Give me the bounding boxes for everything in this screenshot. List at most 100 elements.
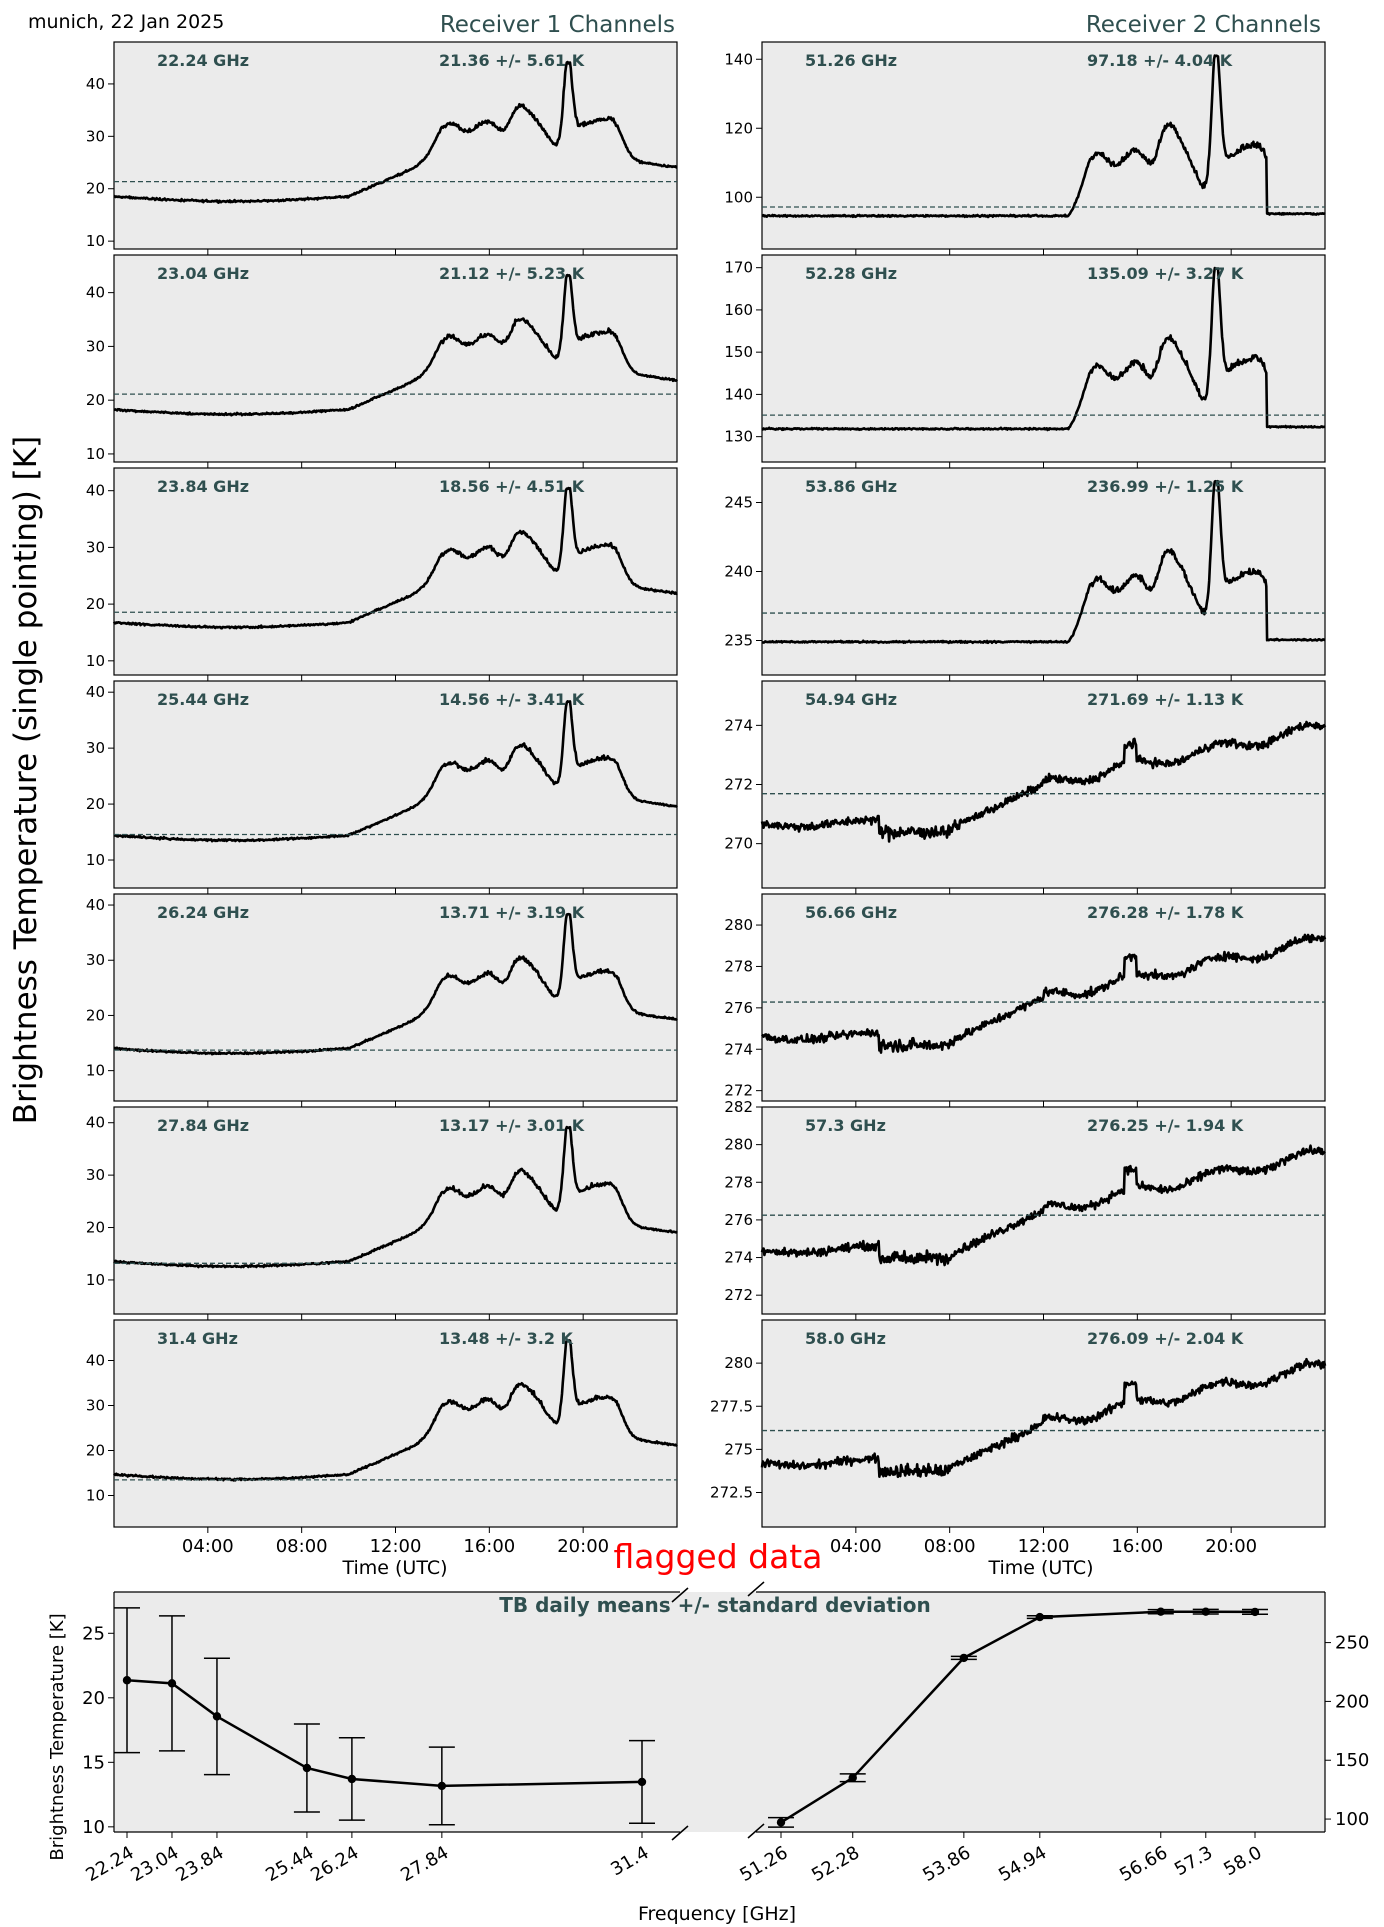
- channel-label: 53.86 GHz: [805, 477, 897, 496]
- ytick-label: 40: [86, 75, 105, 93]
- panel-1-4: 10 20 30 40 25.44 GHz 14.56 +/- 3.41 K: [86, 680, 678, 894]
- summary-xtick-label: 56.66: [1116, 1842, 1171, 1886]
- panel-frame: [113, 254, 678, 463]
- summary-point-right: [1035, 1612, 1045, 1622]
- ytick-label: 100: [724, 188, 753, 206]
- panel-frame: [113, 680, 678, 889]
- summary-xtick-label: 52.28: [808, 1842, 863, 1886]
- ytick-label: 20: [86, 391, 105, 409]
- ytick-label: 275: [724, 1440, 753, 1458]
- panel-2-7: 272.5 275 277.5 280 58.0 GHz 276.09 +/- 2.04 …: [710, 1319, 1327, 1557]
- panel-frame: [761, 680, 1326, 889]
- xtick-label: 16:00: [1111, 1536, 1163, 1557]
- timeseries-line: [761, 266, 1326, 432]
- ytick-label: 10: [86, 232, 105, 250]
- panel-1-2: 10 20 30 40 23.04 GHz 21.12 +/- 5.23 K: [86, 254, 679, 468]
- summary-point-right: [776, 1818, 786, 1827]
- ytick-label: 20: [86, 1219, 105, 1237]
- channel-label: 58.0 GHz: [805, 1329, 886, 1348]
- summary-point-right: [1201, 1607, 1210, 1616]
- ytick-label: 272: [724, 1082, 753, 1100]
- ytick-label: 10: [86, 652, 105, 670]
- summary-point-right: [848, 1773, 857, 1782]
- global-ylabel: Brightness Temperature (single pointing)…: [8, 436, 44, 1124]
- timeseries-line: [112, 486, 678, 630]
- timeseries-line: [113, 273, 679, 417]
- timeseries-panels: 10 20 30 40 22.24 GHz 21.36 +/- 5.61 K 10 20 30 4…: [86, 41, 1327, 1557]
- ytick-label: 274: [724, 716, 753, 734]
- xtick-label: 20:00: [557, 1536, 609, 1557]
- timeseries-line: [760, 933, 1327, 1054]
- ytick-label: 160: [724, 301, 753, 319]
- channel-label: 54.94 GHz: [805, 690, 897, 709]
- panel-2-3: 235 240 245 53.86 GHz 236.99 +/- 1.25 K: [724, 467, 1326, 681]
- stat-label: 13.48 +/- 3.2 K: [439, 1329, 574, 1348]
- panel-frame: [113, 1106, 678, 1315]
- summary-xtick-label: 31.4: [607, 1842, 652, 1880]
- summary-ytick-right-label: 100: [1335, 1809, 1369, 1830]
- summary-point-left: [167, 1679, 177, 1688]
- summary-frame: [114, 1592, 1325, 1832]
- ytick-label: 40: [86, 896, 105, 914]
- ytick-label: 10: [86, 851, 105, 869]
- channel-label: 31.4 GHz: [157, 1329, 238, 1348]
- axis-break-mark: [747, 1581, 765, 1597]
- stat-label: 18.56 +/- 4.51 K: [439, 477, 585, 496]
- channel-label: 52.28 GHz: [805, 264, 897, 283]
- stat-label: 21.36 +/- 5.61 K: [439, 51, 585, 70]
- ytick-label: 20: [86, 180, 105, 198]
- timeseries-line: [113, 60, 678, 204]
- summary-xtick-label: 27.84: [397, 1842, 452, 1886]
- axis-break-mark: [671, 1587, 689, 1603]
- ytick-label: 40: [86, 683, 105, 701]
- timeseries-line: [760, 1144, 1326, 1267]
- ytick-label: 30: [86, 337, 105, 355]
- ytick-label: 30: [86, 1397, 105, 1415]
- ytick-label: 20: [86, 1442, 105, 1460]
- panel-1-6: 10 20 30 40 27.84 GHz 13.17 +/- 3.01 K: [86, 1106, 678, 1320]
- channel-label: 57.3 GHz: [805, 1116, 886, 1135]
- ytick-label: 30: [86, 127, 105, 145]
- panel-2-1: 100 120 140 51.26 GHz 97.18 +/- 4.04 K: [724, 41, 1326, 255]
- summary-xtick-label: 22.24: [82, 1842, 137, 1886]
- ytick-label: 140: [724, 50, 753, 68]
- ytick-label: 40: [86, 1352, 105, 1370]
- xtick-label: 04:00: [830, 1536, 882, 1557]
- channel-label: 23.84 GHz: [157, 477, 249, 496]
- ytick-label: 40: [86, 482, 105, 500]
- ytick-label: 30: [86, 538, 105, 556]
- ytick-label: 278: [724, 1173, 753, 1191]
- ytick-label: 245: [724, 494, 753, 512]
- stat-label: 14.56 +/- 3.41 K: [439, 690, 585, 709]
- panel-2-4: 270 272 274 54.94 GHz 271.69 +/- 1.13 K: [724, 680, 1327, 894]
- panel-frame: [113, 467, 678, 676]
- stat-label: 276.09 +/- 2.04 K: [1087, 1329, 1244, 1348]
- summary-point-left: [212, 1712, 222, 1721]
- ytick-label: 30: [86, 739, 105, 757]
- ytick-label: 10: [86, 1271, 105, 1289]
- xtick-label: 12:00: [370, 1536, 422, 1557]
- summary-point-right: [1156, 1607, 1165, 1616]
- xtick-label: 04:00: [182, 1536, 234, 1557]
- summary-ytick-right-label: 200: [1335, 1691, 1369, 1712]
- summary-ytick-right-label: 250: [1335, 1633, 1369, 1654]
- summary-xlabel: Frequency [GHz]: [638, 1903, 796, 1925]
- timeseries-line: [113, 912, 678, 1056]
- ytick-label: 20: [86, 1006, 105, 1024]
- panel-2-6: 272 274 276 278 280 282 57.3 GHz 276.25 +/- 1.9…: [724, 1098, 1326, 1320]
- ytick-label: 270: [724, 835, 753, 853]
- ytick-label: 276: [724, 1211, 753, 1229]
- summary-point-left: [637, 1777, 647, 1787]
- stat-label: 13.71 +/- 3.19 K: [439, 903, 585, 922]
- ytick-label: 40: [86, 1114, 105, 1132]
- stat-label: 97.18 +/- 4.04 K: [1087, 51, 1233, 70]
- ytick-label: 272: [724, 776, 753, 794]
- timeseries-line: [113, 1125, 678, 1269]
- summary-xtick-label: 57.3: [1171, 1842, 1216, 1880]
- summary-xtick-label: 53.86: [919, 1842, 974, 1886]
- ytick-label: 235: [724, 632, 753, 650]
- panel-frame: [113, 41, 678, 250]
- panel-2-2: 130 140 150 160 170 52.28 GHz 135.09 +/- 3.27 …: [724, 254, 1326, 468]
- timeseries-line: [761, 54, 1326, 219]
